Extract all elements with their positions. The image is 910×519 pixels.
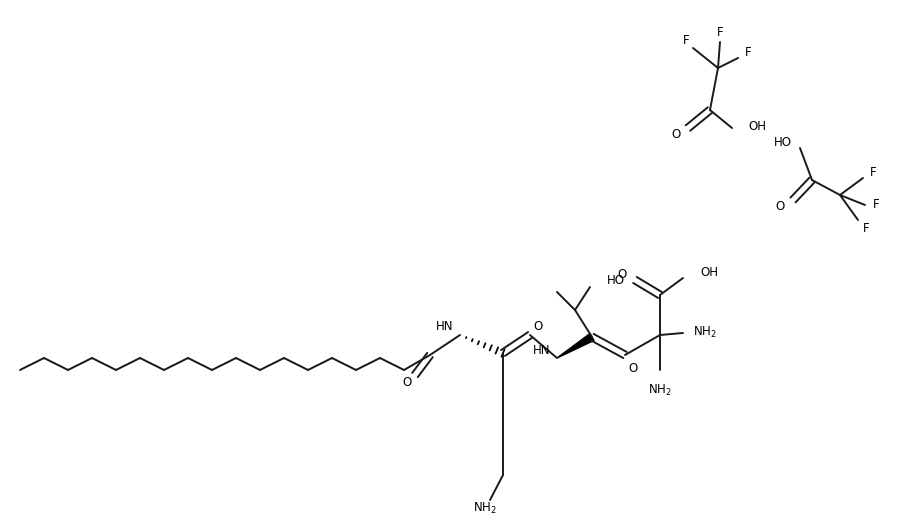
Text: F: F xyxy=(717,25,723,38)
Text: OH: OH xyxy=(700,266,718,279)
Text: F: F xyxy=(682,34,689,47)
Text: O: O xyxy=(402,376,411,389)
Text: HN: HN xyxy=(436,320,453,333)
Text: NH$_2$: NH$_2$ xyxy=(648,383,672,398)
Text: HO: HO xyxy=(774,135,792,148)
Text: OH: OH xyxy=(748,120,766,133)
Text: F: F xyxy=(873,198,879,212)
Text: O: O xyxy=(629,362,638,375)
Text: O: O xyxy=(533,320,542,333)
Text: O: O xyxy=(775,200,784,213)
Polygon shape xyxy=(557,334,594,358)
Text: F: F xyxy=(870,166,876,179)
Text: F: F xyxy=(863,222,869,235)
Text: HN: HN xyxy=(532,344,550,357)
Text: HO: HO xyxy=(607,274,625,286)
Text: NH$_2$: NH$_2$ xyxy=(473,500,497,515)
Text: F: F xyxy=(744,46,752,59)
Text: NH$_2$: NH$_2$ xyxy=(693,324,717,339)
Text: O: O xyxy=(617,267,627,280)
Text: O: O xyxy=(672,129,681,142)
